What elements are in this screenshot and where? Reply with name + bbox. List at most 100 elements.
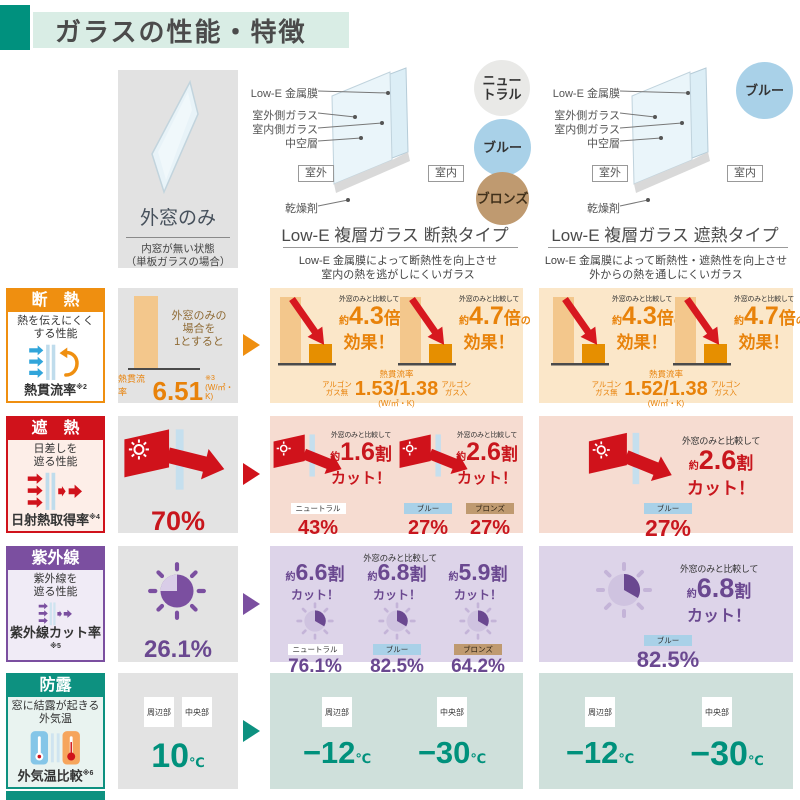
compare-label: 外窓のみと比較して: [456, 432, 518, 439]
sun-pie-icon: [378, 602, 416, 640]
dew-metric: 外気温比較※6: [17, 768, 94, 783]
sun-glass-arrow-icon: [399, 434, 468, 477]
title-marker: [0, 5, 30, 50]
sun-pie-icon: [596, 562, 652, 618]
outer-window-title: 外窓のみ: [139, 208, 216, 229]
dew-center-value: −30℃: [690, 735, 764, 773]
insulation-outer-cell: 外窓のみの 場合を 1とすると 熱貫流率 6.51 ※3 (W/㎡・K): [118, 288, 238, 404]
label-desiccant: 乾燥剤: [587, 203, 620, 215]
arrow-right-icon: [243, 334, 260, 356]
shielding-right-cell: 外窓のみと比較して 約2.6割 カット！ ブルー 27%: [539, 416, 793, 540]
swatch-blue: ブルー: [474, 119, 531, 176]
bar-compare-group: 外窓のみと比較して 約4.3倍の 効果！: [278, 294, 411, 368]
label-outer-glass: 室外側ガラス: [554, 110, 620, 122]
divider: [283, 247, 518, 248]
sun-glass-arrow-icon: [588, 432, 672, 485]
swatch-blue: ブルー: [736, 62, 793, 119]
dew-right-cell: 周辺部 −12℃ 中央部 −30℃: [539, 673, 793, 789]
dew-mid-cell: 周辺部 −12℃ 中央部 −30℃: [270, 673, 523, 789]
insulation-metric: 熱貫流率※2: [24, 382, 87, 397]
arrow-right-icon: [243, 593, 260, 615]
inside-box: 室内: [727, 165, 763, 182]
neutral-result: ニュートラル 43%: [285, 498, 351, 539]
shielding-desc: 日差しを 遮る性能: [33, 443, 78, 468]
uv-icon: [38, 602, 72, 626]
chip-neutral: ニュートラル: [290, 503, 346, 514]
dew-outer-value: 10℃: [151, 737, 205, 775]
double-glass-diagram-shielding: [619, 67, 710, 207]
blue-result: ブルー 82.5%: [636, 635, 700, 672]
compare-label: 外窓のみと比較して: [459, 296, 520, 303]
next-section-edge: [6, 791, 105, 800]
outside-box: 室外: [298, 165, 334, 182]
shielding-outer-cell: 70%: [118, 416, 238, 536]
bar-baseline: [128, 368, 200, 370]
bar-compare-icon: [398, 296, 456, 366]
uvalue-line: アルゴン ガス無 熱貫流率 1.52/1.38 (W/㎡・K) アルゴン ガス入: [591, 369, 741, 409]
uv-desc: 紫外線を 遮る性能: [33, 573, 78, 598]
dew-peripheral-value: −12℃: [565, 735, 635, 770]
outer-window-panel: 外窓のみ 内窓が無い状態 （単板ガラスの場合）: [118, 70, 238, 268]
uv-outer-value: 26.1%: [143, 636, 213, 663]
dew-center-value: −30℃: [417, 735, 487, 770]
insulation-type-caption: Low-E 金属膜によって断熱性を向上させ 室内の熱を逃がしにくいガラス: [298, 255, 498, 281]
swatch-bronze: ブロンズ: [476, 172, 529, 225]
label-desiccant: 乾燥剤: [285, 203, 318, 215]
chip-peripheral: 周辺部: [144, 697, 174, 727]
chip-peripheral: 周辺部: [585, 697, 615, 727]
shielding-type-title: Low-E 複層ガラス 遮熱タイプ: [551, 226, 779, 245]
chip-center: 中央部: [702, 697, 732, 727]
label-lowe-film: Low-E 金属膜: [250, 88, 318, 100]
bar-compare-group: 外窓のみと比較して 約4.7倍の 効果！: [398, 294, 531, 368]
label-lowe-film: Low-E 金属膜: [552, 88, 620, 100]
chip-blue: ブルー: [644, 503, 692, 514]
compare-label: 外窓のみと比較して: [339, 296, 400, 303]
shielding-mid-cell: 外窓のみと比較して 約1.6割 カット！ ニュートラル 43% 外窓のみと比較し…: [270, 416, 523, 539]
insulation-icon: [28, 344, 79, 380]
insulation-mid-cell: 外窓のみと比較して 約4.3倍の 効果！ 外窓のみと比較して 約4.7倍の 効果…: [270, 288, 531, 408]
uvalue-line: アルゴン ガス無 熱貫流率 1.53/1.38 (W/㎡・K) アルゴン ガス入: [322, 369, 471, 409]
uv-mid-cell: 外窓のみと比較して 約6.6割 カット！ ニュートラル 76.1% 約6.8割 …: [270, 546, 523, 677]
label-air-layer: 中空層: [285, 138, 318, 150]
chip-bronze: ブロンズ: [466, 503, 514, 514]
dew-header: 防露: [8, 675, 103, 697]
bar-outer-window: [134, 296, 158, 368]
inside-box: 室内: [428, 165, 464, 182]
uv-header: 紫外線: [8, 548, 103, 570]
insulation-header: 断 熱: [8, 290, 103, 312]
chip-neutral: ニュートラル: [287, 644, 343, 655]
bar-compare-group: 外窓のみと比較して 約4.7倍の 効果！: [673, 294, 800, 368]
outer-window-caption: 内窓が無い状態 （単板ガラスの場合）: [125, 243, 231, 268]
chip-center: 中央部: [437, 697, 467, 727]
bar-compare-icon: [278, 296, 336, 366]
uv-bronze-group: 約5.9割 カット！ ブロンズ 64.2%: [448, 559, 508, 678]
bar-compare-group: 外窓のみと比較して 約4.3倍の 効果！: [551, 294, 684, 368]
dew-outer-cell: 周辺部 中央部 10℃: [118, 673, 238, 789]
blue-result: ブルー 27%: [398, 498, 458, 539]
chip-blue: ブルー: [644, 635, 692, 646]
compare-label: 外窓のみと比較して: [612, 296, 673, 303]
divider: [126, 237, 230, 238]
argon-without-label: アルゴン ガス無: [591, 379, 622, 397]
double-glass-diagram-insulation: [317, 67, 410, 207]
arrow-right-icon: [243, 720, 260, 742]
divider: [548, 247, 788, 248]
chip-peripheral: 周辺部: [322, 697, 352, 727]
dew-label-box: 防露 窓に結露が起きる 外気温 外気温比較※6: [6, 673, 105, 789]
compare-label: 外窓のみと比較して: [681, 436, 761, 446]
shielding-label-box: 遮 熱 日差しを 遮る性能 日射熱取得率※4: [6, 416, 105, 533]
sun-pie-icon: [296, 602, 334, 640]
uv-metric: 紫外線カット率※5: [9, 624, 101, 650]
chip-bronze: ブロンズ: [454, 644, 502, 655]
uv-label-box: 紫外線 紫外線を 遮る性能 紫外線カット率※5: [6, 546, 105, 662]
insulation-label-box: 断 熱 熱を伝えにくく する性能 熱貫流率※2: [6, 288, 105, 403]
sun-pie-icon: [148, 562, 206, 620]
dew-peripheral-value: −12℃: [302, 735, 372, 770]
outer-note: 外窓のみの 場合を 1とすると: [171, 310, 227, 348]
bronze-result: ブロンズ 27%: [460, 498, 520, 539]
uv-right-cell: 外窓のみと比較して 約6.8割 カット！ ブルー 82.5%: [539, 546, 793, 671]
page-title: ガラスの性能・特徴: [55, 16, 307, 47]
title-banner: ガラスの性能・特徴: [33, 12, 349, 48]
uv-blue-group: 約6.8割 カット！ ブルー 82.5%: [367, 559, 427, 678]
